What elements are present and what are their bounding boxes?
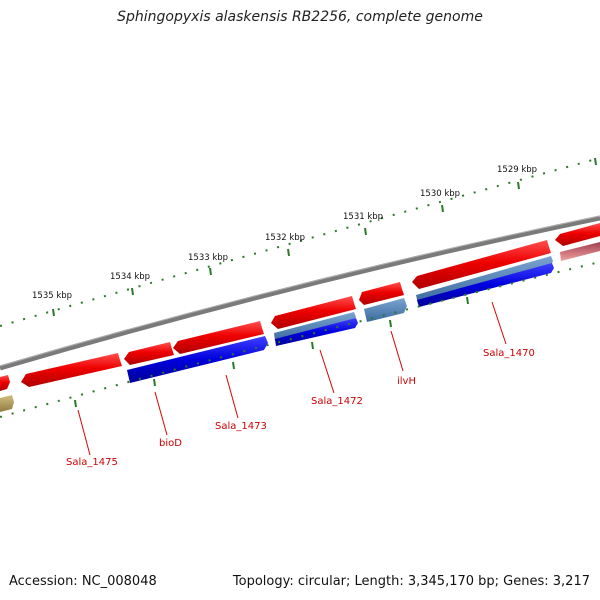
gene-label-sala-1473[interactable]: Sala_1473: [215, 421, 267, 432]
gene-arrow[interactable]: [21, 353, 122, 387]
inner-major-ticks: [74, 296, 469, 408]
forward-genes: [0, 223, 600, 391]
tick-label-1535: 1535 kbp: [32, 291, 72, 301]
tick-label-1534: 1534 kbp: [110, 272, 150, 282]
tick-label-1532: 1532 kbp: [265, 233, 305, 243]
gene-arrow[interactable]: [271, 296, 356, 329]
gene-arrow[interactable]: [0, 395, 14, 412]
gene-arrow[interactable]: [364, 298, 407, 322]
gene-arrow[interactable]: [275, 318, 358, 346]
gene-arrow[interactable]: [124, 342, 174, 365]
gene-label-sala-1472[interactable]: Sala_1472: [311, 396, 363, 407]
gene-arrow[interactable]: [0, 375, 10, 391]
gene-arrow[interactable]: [274, 312, 356, 341]
gene-arrow[interactable]: [359, 282, 404, 305]
gene-arrow[interactable]: [417, 263, 554, 307]
genome-summary-text: Topology: circular; Length: 3,345,170 bp…: [232, 574, 590, 589]
tick-label-1529: 1529 kbp: [497, 165, 537, 175]
gene-label-sala-1470[interactable]: Sala_1470: [483, 348, 535, 359]
gene-label-leaders: [77, 301, 507, 456]
gene-label-ilvh[interactable]: ilvH: [397, 376, 416, 387]
tick-label-1533: 1533 kbp: [188, 253, 228, 263]
gene-arrow[interactable]: [555, 223, 600, 246]
reverse-genes: [127, 256, 554, 383]
tick-label-1530: 1530 kbp: [420, 189, 460, 199]
map-title: Sphingopyxis alaskensis RB2256, complete…: [117, 9, 483, 25]
gene-arrow[interactable]: [412, 240, 551, 289]
outer-major-ticks: [52, 157, 597, 317]
genome-backbone: [0, 215, 600, 371]
gene-arrow[interactable]: [560, 242, 600, 261]
gene-arrow[interactable]: [173, 321, 264, 354]
gene-label-biod[interactable]: bioD: [159, 438, 182, 449]
tick-label-1531: 1531 kbp: [343, 212, 383, 222]
gene-arrow[interactable]: [127, 336, 268, 383]
gene-label-sala-1475[interactable]: Sala_1475: [66, 457, 118, 468]
accession-text: Accession: NC_008048: [9, 574, 157, 589]
